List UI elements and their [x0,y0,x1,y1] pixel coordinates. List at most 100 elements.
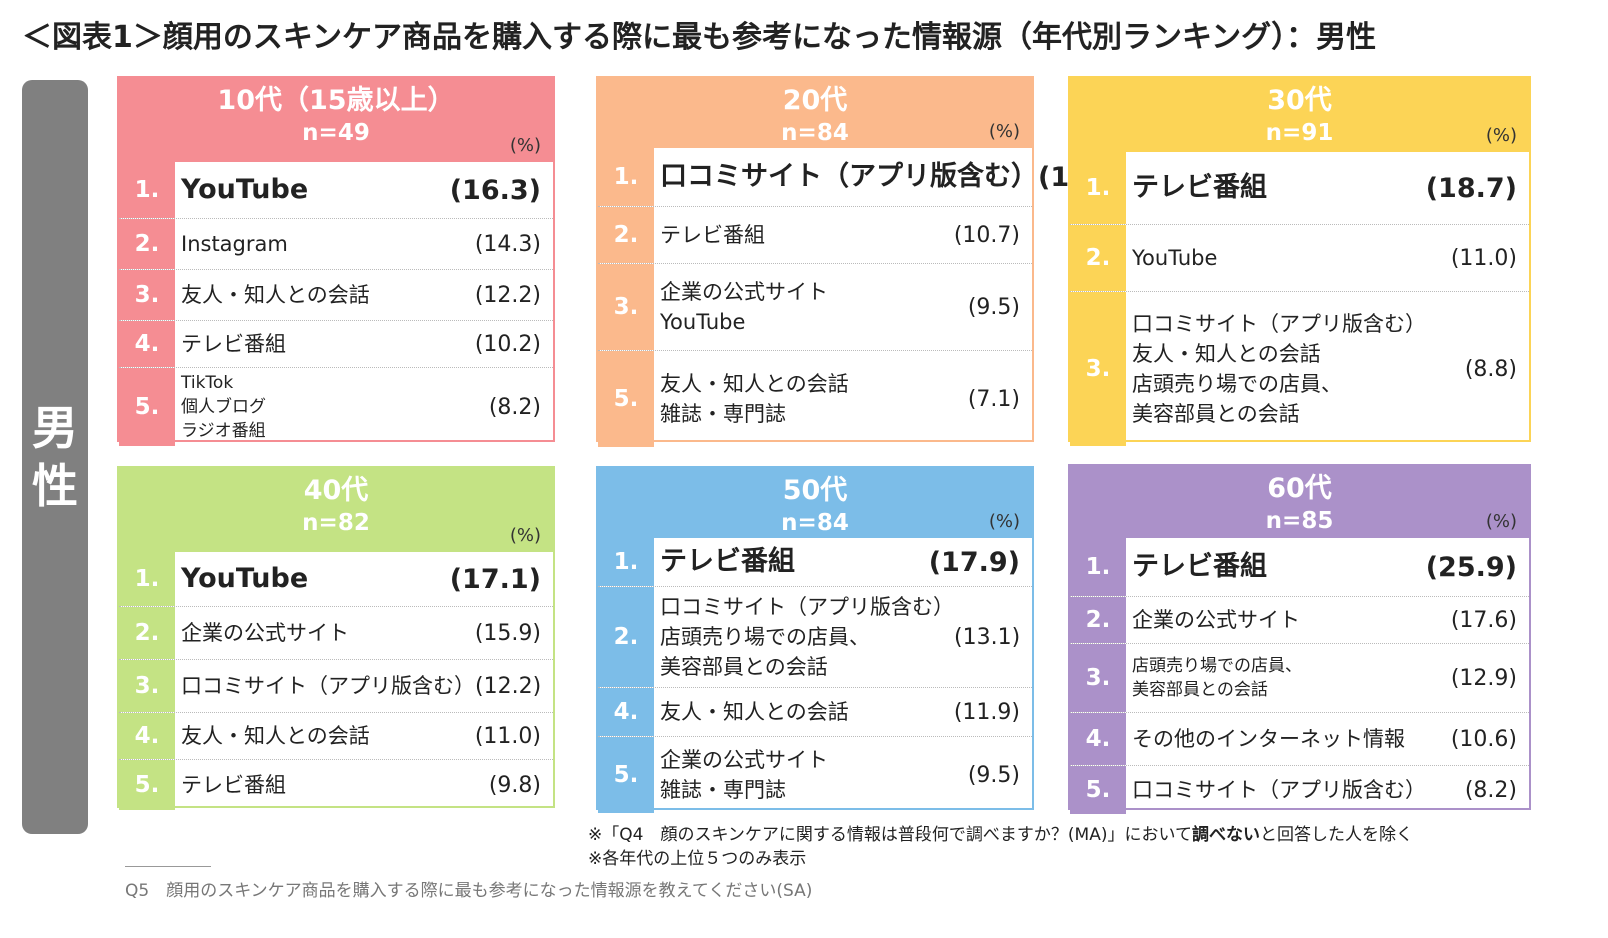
age-group-label: 10代（15歳以上） [217,85,455,116]
rank-number: 2. [598,207,654,263]
row-content: テレビ番組 (17.9) [654,538,1032,586]
row-content: 友人・知人との会話 (12.2) [175,270,553,320]
row-content: 友人・知人との会話 雑誌・専門誌 (7.1) [654,351,1032,447]
source-names: 企業の公式サイト YouTube [660,277,828,337]
panel-header: 40代 n=82 (%) [119,468,553,552]
source-names: 企業の公式サイト [1132,605,1300,635]
ranking-row: 3. 口コミサイト（アプリ版含む） 友人・知人との会話 店頭売り場での店員、 美容部員と… [1070,291,1529,446]
ranking-list: 1. YouTube (17.1) 2. 企業の公式サイト (15.9) 3. 口コミサイト（… [119,552,553,810]
row-content: 口コミサイト（アプリ版含む） 友人・知人との会話 店頭売り場での店員、 美容部員との会… [1126,292,1529,446]
source-names: Instagram [181,229,288,259]
panel-header: 20代 n=84 (%) [598,78,1032,148]
ranking-row: 2. 企業の公式サイト (15.9) [119,606,553,659]
rank-number: 2. [1070,597,1126,643]
source-names: YouTube [1132,243,1217,273]
rank-number: 5. [119,368,175,446]
panel-30s: 30代 n=91 (%) 1. テレビ番組 (18.7) 2. YouTube (11.0) 3.… [1068,76,1531,446]
footnote-top5: ※各年代の上位５つのみ表示 [588,849,807,869]
sample-size: n=91 [1265,120,1334,146]
source-name: 店頭売り場での店員、 [1132,372,1342,396]
ranking-row: 3. 企業の公式サイト YouTube (9.5) [598,263,1032,350]
row-content: 口コミサイト（アプリ版含む） (8.2) [1126,766,1529,814]
row-content: Instagram (14.3) [175,219,553,269]
ranking-list: 1. YouTube (16.3) 2. Instagram (14.3) 3. 友人・知人と… [119,162,553,446]
source-names: 友人・知人との会話 [181,280,370,310]
panel-header: 30代 n=91 (%) [1070,78,1529,152]
percent-value: (11.0) [1450,245,1517,271]
source-name: テレビ番組 [181,332,286,356]
source-name: 口コミサイト（アプリ版含む） [181,674,475,698]
ranking-row: 3. 店頭売り場での店員、 美容部員との会話 (12.9) [1070,643,1529,712]
sample-size: n=82 [302,510,370,536]
row-content: 企業の公式サイト 雑誌・専門誌 (9.5) [654,737,1032,813]
source-names: 企業の公式サイト [181,618,349,648]
ranking-row: 5. TikTok 個人ブログ ラジオ番組 (8.2) [119,367,553,446]
ranking-row: 2. 企業の公式サイト (17.6) [1070,596,1529,643]
rank-number: 1. [1070,152,1126,224]
row-content: テレビ番組 (25.9) [1126,538,1529,596]
source-name: テレビ番組 [181,773,286,797]
row-content: 口コミサイト（アプリ版含む） (12.2) [175,660,553,712]
rank-number: 4. [119,321,175,367]
source-name: 口コミサイト（アプリ版含む） [1132,312,1426,336]
footnote-exclusion-text: ※「Q4 顔のスキンケアに関する情報は普段何で調べますか？(MA)」において [588,825,1192,845]
panel-header: 50代 n=84 (%) [598,468,1032,538]
sample-size: n=84 [781,510,849,536]
source-name: 店頭売り場での店員、 [1132,656,1302,676]
panel-header: 60代 n=85 (%) [1070,466,1529,538]
source-names: テレビ番組 [181,329,286,359]
rank-number: 5. [598,737,654,813]
ranking-row: 1. テレビ番組 (18.7) [1070,152,1529,224]
source-name: 店頭売り場での店員、 [660,625,870,649]
source-names: 企業の公式サイト 雑誌・専門誌 [660,745,828,805]
source-names: 友人・知人との会話 雑誌・専門誌 [660,369,849,429]
source-name: テレビ番組 [1132,551,1267,582]
source-name: 美容部員との会話 [1132,402,1300,426]
source-name: その他のインターネット情報 [1132,727,1405,751]
age-group-label: 50代 [782,475,848,506]
percent-value: (11.0) [474,723,541,749]
age-group-label: 60代 [1267,473,1332,504]
rank-number: 1. [1070,538,1126,596]
source-name: 雑誌・専門誌 [660,778,786,802]
row-content: 口コミサイト（アプリ版含む） 店頭売り場での店員、 美容部員との会話 (13.1) [654,587,1032,687]
row-content: その他のインターネット情報 (10.6) [1126,713,1529,765]
page-title: ＜図表1＞顔用のスキンケア商品を購入する際に最も参考になった情報源（年代別ランキ… [22,20,1377,55]
panel-10s: 10代（15歳以上） n=49 (%) 1. YouTube (16.3) 2. Instag… [117,76,555,446]
source-name: 友人・知人との会話 [181,283,370,307]
question-note: Q5 顔用のスキンケア商品を購入する際に最も参考になった情報源を教えてください(… [125,881,813,901]
source-names: 口コミサイト（アプリ版含む） [660,162,1038,192]
rank-number: 1. [119,552,175,606]
row-content: テレビ番組 (10.7) [654,207,1032,263]
sample-size: n=85 [1265,508,1334,534]
ranking-row: 1. YouTube (16.3) [119,162,553,218]
source-name: ラジオ番組 [181,421,266,441]
row-content: 口コミサイト（アプリ版含む）(11.9) [654,148,1129,206]
row-content: YouTube (11.0) [1126,225,1529,291]
source-names: 口コミサイト（アプリ版含む） 友人・知人との会話 店頭売り場での店員、 美容部員との会… [1132,309,1426,429]
panel-50s: 50代 n=84 (%) 1. テレビ番組 (17.9) 2. 口コミサイト（アプリ版含む） 店… [596,466,1034,813]
source-names: テレビ番組 [660,220,765,250]
source-names: テレビ番組 [181,770,286,800]
source-names: テレビ番組 [660,547,795,577]
source-names: 友人・知人との会話 [181,721,370,751]
percent-value: (17.9) [928,546,1020,578]
percent-value: (18.7) [1425,172,1517,204]
ranking-list: 1. テレビ番組 (17.9) 2. 口コミサイト（アプリ版含む） 店頭売り場での店員、美… [598,538,1032,813]
rank-number: 5. [119,760,175,810]
sample-size: n=49 [302,120,370,146]
ranking-row: 5. 口コミサイト（アプリ版含む） (8.2) [1070,765,1529,814]
rank-number: 2. [598,587,654,687]
rank-number: 2. [1070,225,1126,291]
ranking-row: 5. 友人・知人との会話 雑誌・専門誌 (7.1) [598,350,1032,447]
footnote-exclusion-emphasis: 調べない [1191,825,1260,845]
percent-value: (17.6) [1450,607,1517,633]
row-content: 企業の公式サイト YouTube (9.5) [654,264,1032,350]
row-content: 企業の公式サイト (17.6) [1126,597,1529,643]
source-names: TikTok 個人ブログ ラジオ番組 [181,371,266,443]
footnote-exclusion-tail: と回答した人を除く [1259,825,1413,845]
percent-value: (10.6) [1450,726,1517,752]
footnote-divider [125,866,211,867]
gender-label-text: 男性 [32,401,78,513]
percent-value: (8.2) [488,394,541,420]
